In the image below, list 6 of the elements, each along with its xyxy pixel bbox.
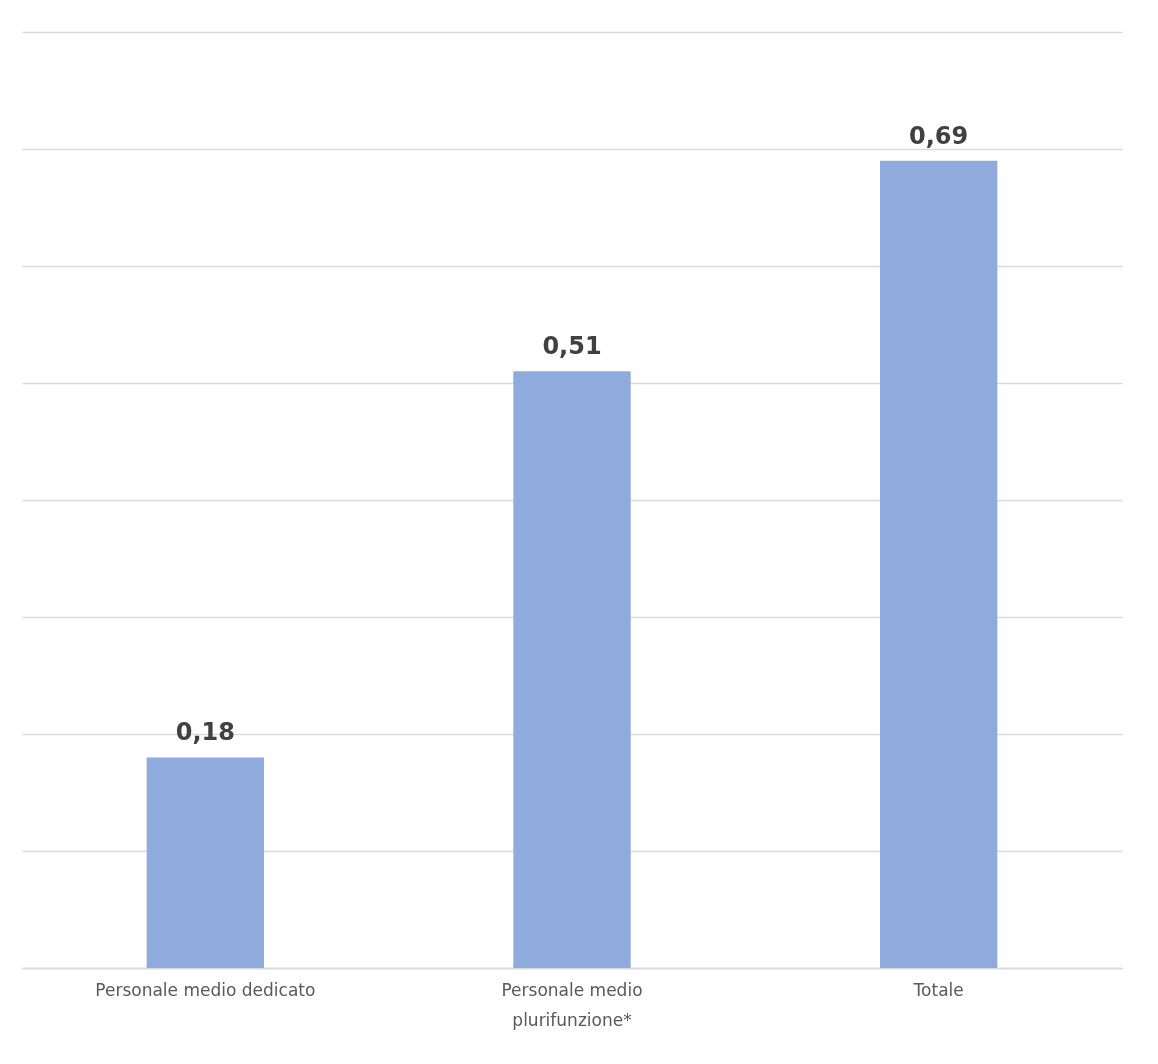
x-tick-label: Personale medio dedicato xyxy=(95,979,316,1000)
data-label: 0,69 xyxy=(909,121,969,150)
x-tick-label: Totale xyxy=(912,979,964,1000)
x-tick-label: Personale medio plurifunzione* xyxy=(501,979,643,1030)
data-label: 0,51 xyxy=(542,332,602,361)
data-label: 0,18 xyxy=(175,718,235,747)
